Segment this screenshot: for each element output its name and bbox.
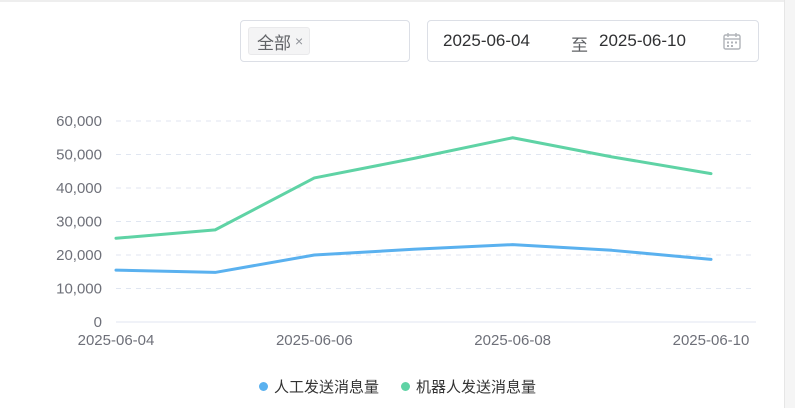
x-tick-label: 2025-06-10 [673,332,750,349]
y-tick-label: 60,000 [56,113,102,130]
tag-close-icon[interactable]: × [295,33,304,49]
y-tick-label: 50,000 [56,147,102,164]
legend-marker-icon [401,382,410,391]
line-chart: 0 10,000 20,000 30,000 40,000 50,000 60,000 202… [56,113,756,349]
y-tick-label: 40,000 [56,180,102,197]
chart-legend: 人工发送消息量 机器人发送消息量 [0,376,795,397]
legend-label: 机器人发送消息量 [416,379,537,396]
x-tick-label: 2025-06-08 [474,332,551,349]
y-tick-label: 30,000 [56,214,102,231]
series-line-2 [114,136,713,240]
date-range-separator: 至 [571,36,588,55]
y-tick-label: 0 [94,314,102,331]
legend-label: 人工发送消息量 [273,379,379,396]
top-border [0,0,795,2]
legend-item-1[interactable]: 人工发送消息量 [258,376,379,397]
calendar-icon[interactable] [722,31,742,51]
scrollbar-track[interactable] [784,0,795,408]
legend-item-2[interactable]: 机器人发送消息量 [401,376,536,397]
date-range-picker[interactable]: 2025-06-04 至 2025-06-10 [427,20,759,62]
selected-tag-label: 全部 [257,33,291,53]
y-tick-label: 20,000 [56,247,102,264]
x-tick-label: 2025-06-04 [78,332,155,349]
category-select[interactable]: 全部 × [240,20,410,62]
selected-tag: 全部 × [248,27,311,55]
x-tick-label: 2025-06-06 [276,332,353,349]
end-date-input[interactable]: 2025-06-10 [599,31,686,50]
y-tick-label: 10,000 [56,281,102,298]
series-line-1 [114,243,713,274]
legend-marker-icon [258,382,268,391]
start-date-input[interactable]: 2025-06-04 [443,31,530,50]
